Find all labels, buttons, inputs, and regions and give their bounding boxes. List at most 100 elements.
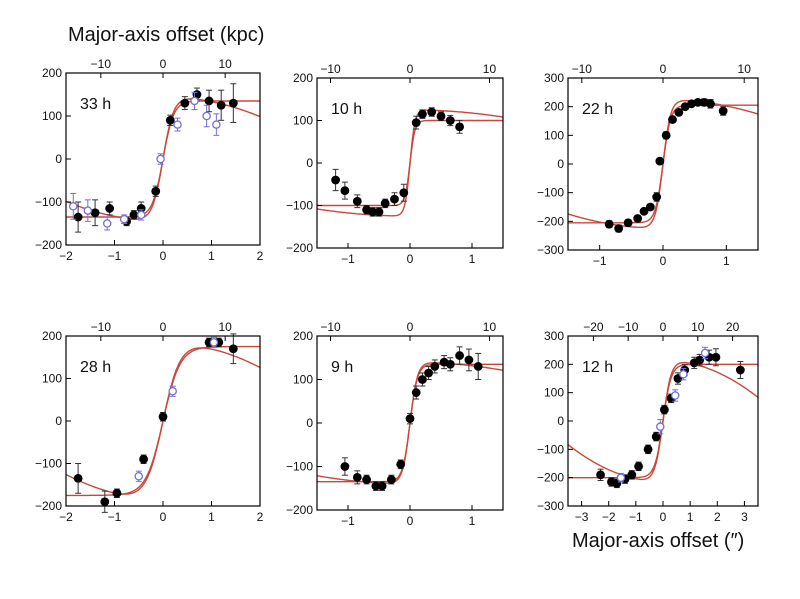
y-tick-label: 100: [42, 109, 62, 123]
top-tick-label: 10: [483, 62, 497, 76]
top-tick-label: −10: [572, 62, 593, 76]
y-tick-label: 300: [544, 71, 564, 85]
y-tick-label: 200: [293, 71, 313, 85]
data-point: [73, 473, 83, 483]
data-point: [418, 109, 427, 119]
data-point-open: [212, 120, 221, 129]
data-point: [139, 454, 149, 464]
top-tick-label: −10: [618, 320, 639, 334]
data-point-open: [670, 391, 680, 400]
y-tick-label: −300: [537, 243, 564, 257]
data-point: [674, 108, 684, 117]
panel-label: 12 h: [582, 359, 613, 376]
top-tick-label: 0: [160, 320, 167, 334]
y-tick-label: −200: [35, 499, 62, 513]
data-point: [90, 208, 100, 218]
data-point: [427, 107, 437, 117]
y-tick-label: 0: [306, 156, 313, 170]
y-tick-label: −100: [286, 199, 313, 213]
data-point-open: [656, 422, 665, 431]
data-point: [100, 497, 110, 507]
data-point-open: [136, 210, 146, 220]
y-tick-label: 100: [544, 128, 564, 142]
x-tick-label: 1: [723, 254, 730, 268]
y-tick-label: −100: [35, 195, 62, 209]
panel-label: 9 h: [331, 359, 353, 376]
y-tick-label: −100: [286, 460, 313, 474]
x-tick-label: 2: [714, 510, 721, 524]
data-point: [639, 206, 649, 216]
data-point: [352, 472, 362, 482]
y-tick-label: −200: [537, 471, 564, 485]
y-tick-label: 0: [557, 414, 564, 428]
data-point: [399, 188, 409, 198]
data-point: [411, 388, 421, 397]
y-tick-label: 100: [544, 386, 564, 400]
data-point-open: [102, 219, 112, 228]
y-tick-label: −200: [286, 241, 313, 255]
data-point: [455, 122, 464, 132]
y-tick-label: 200: [544, 357, 564, 371]
y-tick-label: 0: [306, 416, 313, 430]
data-point-open: [202, 111, 211, 121]
data-point: [735, 365, 745, 375]
data-point: [652, 192, 662, 202]
data-point: [645, 202, 655, 212]
x-tick-label: 0: [660, 510, 667, 524]
x-tick-label: 0: [160, 249, 167, 263]
x-tick-label: 0: [407, 514, 414, 528]
data-point: [455, 351, 464, 360]
data-point: [73, 212, 83, 222]
top-tick-label: 10: [691, 320, 705, 334]
data-point: [340, 186, 350, 196]
data-point: [661, 130, 671, 140]
data-point: [228, 98, 238, 108]
data-point-open: [119, 214, 129, 224]
data-point-open: [679, 369, 688, 379]
y-tick-label: 200: [42, 329, 62, 343]
x-tick-label: 0: [160, 510, 167, 524]
y-tick-label: 200: [293, 329, 313, 343]
data-point: [165, 115, 175, 125]
data-point: [424, 368, 433, 378]
data-point: [158, 412, 168, 422]
panel-label: 22 h: [582, 101, 613, 118]
panel-label: 33 h: [80, 96, 111, 113]
x-tick-label: −1: [629, 510, 643, 524]
x-tick-label: 1: [469, 252, 476, 266]
data-point: [396, 459, 406, 469]
model-curve: [568, 361, 758, 481]
y-tick-label: 0: [557, 157, 564, 171]
top-tick-label: 10: [483, 320, 497, 334]
data-point: [604, 219, 614, 229]
top-tick-label: 10: [738, 62, 752, 76]
data-point: [151, 186, 161, 196]
x-tick-label: −1: [341, 514, 355, 528]
data-point: [136, 204, 146, 213]
data-point: [380, 198, 390, 208]
data-point-open: [168, 386, 177, 396]
data-point-open: [190, 96, 199, 106]
x-tick-label: −3: [575, 510, 589, 524]
y-tick-label: 0: [55, 414, 62, 428]
top-tick-label: 10: [218, 57, 232, 71]
top-tick-label: 0: [660, 320, 667, 334]
data-point: [204, 96, 214, 106]
data-point: [371, 481, 381, 491]
top-tick-label: −10: [91, 57, 112, 71]
y-tick-label: 200: [544, 100, 564, 114]
data-point: [634, 461, 643, 471]
y-tick-label: −200: [537, 214, 564, 228]
top-tick-label: 0: [160, 57, 167, 71]
y-tick-label: 200: [42, 66, 62, 80]
data-point: [228, 344, 238, 354]
data-point-open: [173, 120, 182, 129]
data-point-open: [134, 471, 143, 481]
data-point: [390, 194, 399, 204]
x-tick-label: 0: [407, 252, 414, 266]
data-point: [445, 116, 455, 125]
